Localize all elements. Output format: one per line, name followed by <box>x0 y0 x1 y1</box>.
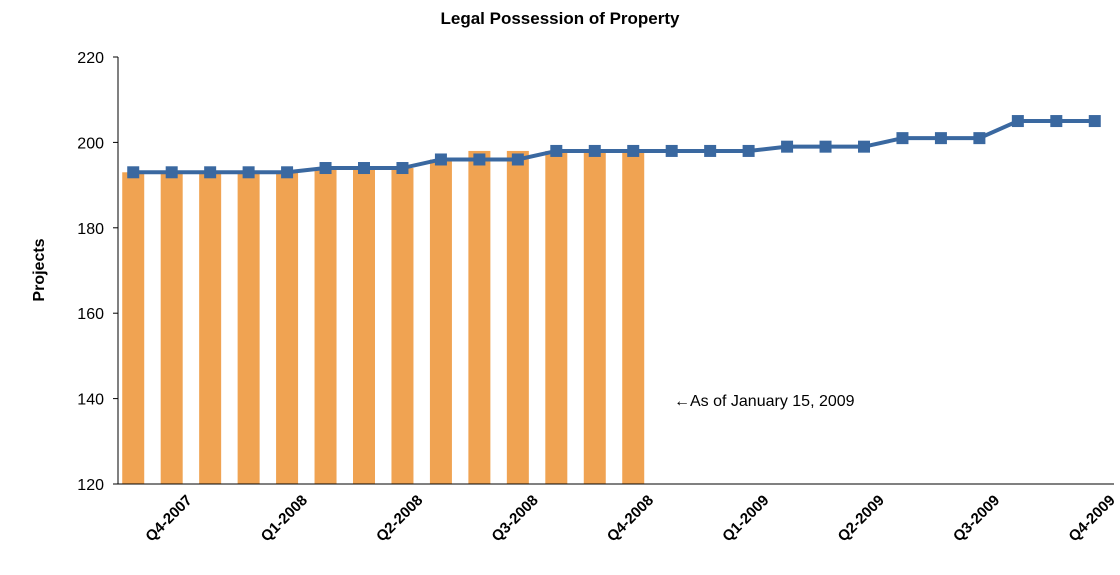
marker <box>934 132 947 145</box>
y-tick-label: 220 <box>77 50 104 67</box>
bar <box>353 168 375 484</box>
marker <box>396 162 409 175</box>
bar <box>199 172 222 485</box>
x-tick-label: Q2-2008 <box>373 492 426 545</box>
marker <box>819 140 832 153</box>
marker <box>665 144 678 157</box>
marker <box>281 166 294 179</box>
bar <box>391 168 414 484</box>
marker <box>473 153 486 166</box>
x-tick-label: Q1-2009 <box>719 492 772 545</box>
y-axis-label: Projects <box>31 238 48 301</box>
marker <box>319 162 332 175</box>
marker <box>973 132 986 145</box>
y-tick-label: 140 <box>77 392 104 409</box>
line <box>133 119 1095 175</box>
marker <box>1088 115 1101 128</box>
marker <box>550 144 563 157</box>
marker <box>742 144 755 157</box>
x-tick-label: Q3-2008 <box>488 492 541 545</box>
x-tick-label: Q4-2008 <box>604 492 657 545</box>
marker <box>588 144 601 157</box>
x-tick-label: Q1-2008 <box>258 492 311 545</box>
bar <box>160 172 183 485</box>
bar <box>122 172 145 485</box>
y-tick-label: 120 <box>77 477 104 494</box>
x-tick-label: Q2-2009 <box>835 492 888 545</box>
y-tick-label: 160 <box>77 306 104 323</box>
bar <box>237 172 260 485</box>
marker <box>781 140 794 153</box>
marker <box>704 144 717 157</box>
bar <box>583 150 606 484</box>
x-tick-label: Q4-2009 <box>1065 492 1118 545</box>
bar <box>545 150 568 484</box>
y-tick-label: 200 <box>77 135 104 152</box>
marker <box>858 140 870 153</box>
marker <box>896 132 909 145</box>
marker <box>434 153 447 166</box>
marker <box>1050 115 1063 128</box>
marker <box>204 166 217 179</box>
bar <box>314 168 337 484</box>
marker <box>1011 115 1024 128</box>
bar <box>429 159 452 485</box>
x-tick-label: Q3-2009 <box>950 492 1003 545</box>
bar <box>276 172 299 485</box>
marker <box>165 166 178 179</box>
bar <box>622 150 645 484</box>
marker <box>242 166 255 179</box>
marker <box>358 162 370 175</box>
bar <box>468 150 491 484</box>
x-tick-label: Q4-2007 <box>142 492 195 545</box>
chart-title: Legal Possession of Property <box>440 9 680 28</box>
marker <box>127 166 140 179</box>
y-tick-label: 180 <box>77 221 104 238</box>
marker <box>627 144 640 157</box>
bar <box>506 150 529 484</box>
marker <box>511 153 524 166</box>
annotation: ←As of January 15, 2009 <box>674 393 855 410</box>
